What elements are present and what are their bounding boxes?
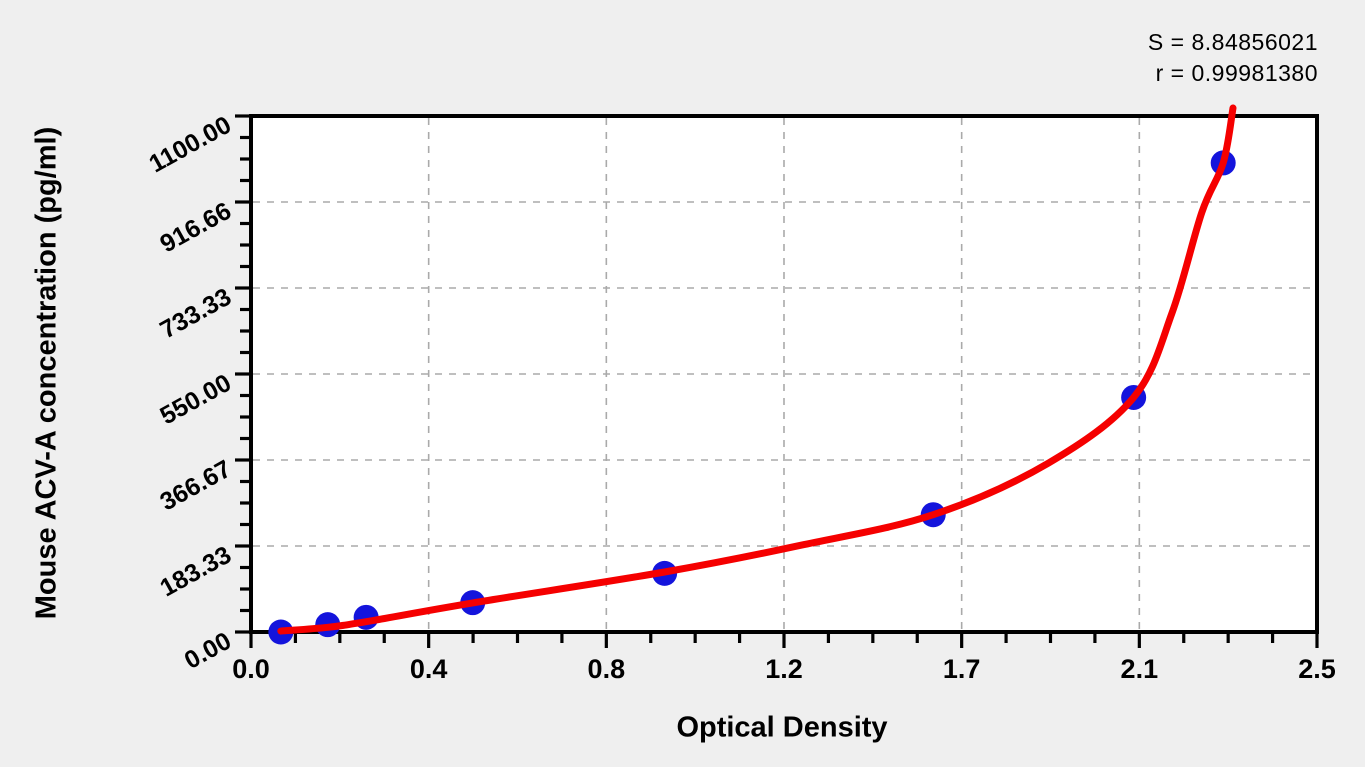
y-axis-title: Mouse ACV-A concentration (pg/ml) — [30, 126, 63, 620]
y-tick-label: 183.33 — [155, 541, 235, 603]
x-tick-label: 2.5 — [1298, 654, 1336, 684]
x-axis-title: Optical Density — [676, 711, 888, 744]
x-tick-label: 1.2 — [765, 654, 803, 684]
y-tick-label: 0.00 — [180, 627, 236, 675]
y-tick-label: 916.66 — [155, 197, 235, 259]
fit-curve — [277, 104, 1237, 635]
y-tick-label: 550.00 — [155, 369, 235, 431]
x-tick-label: 1.7 — [943, 654, 981, 684]
fit-s-value: S = 8.84856021 — [1147, 29, 1318, 55]
fit-statistics: S = 8.84856021 r = 0.99981380 — [1148, 27, 1318, 89]
x-tick-label: 0.0 — [232, 654, 270, 684]
x-tick-label: 2.1 — [1121, 654, 1159, 684]
y-tick-label: 733.33 — [155, 283, 235, 345]
x-tick-label: 0.8 — [588, 654, 626, 684]
y-tick-label: 366.67 — [155, 455, 235, 517]
y-tick-label: 1100.00 — [144, 111, 235, 179]
fit-r-value: r = 0.99981380 — [1155, 60, 1318, 86]
x-tick-label: 0.4 — [410, 654, 448, 684]
plot-frame — [249, 114, 1319, 634]
